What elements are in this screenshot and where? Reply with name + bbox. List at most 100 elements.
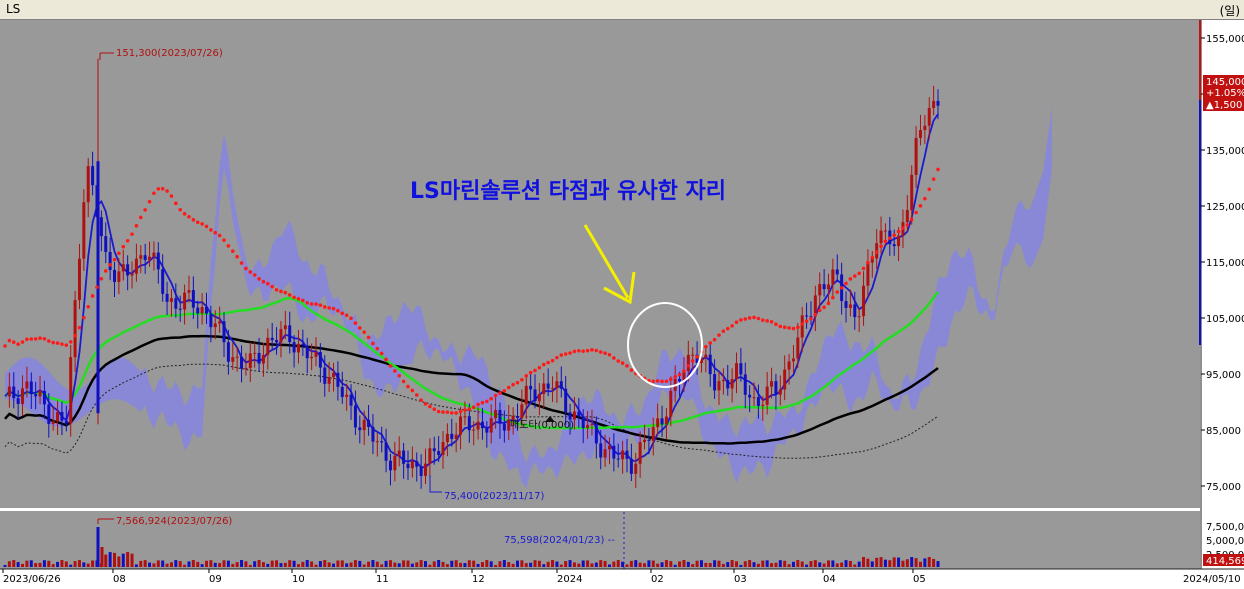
volume-bar [288,560,292,567]
volume-bar [927,557,931,567]
candle-body [533,389,537,402]
high-marker-label: 151,300(2023/07/26) [116,48,223,59]
price-chart[interactable]: 155,000145,000135,000125,000115,000105,0… [0,20,1244,589]
psar-dot [660,379,664,384]
current-volume-box [1203,554,1244,566]
volume-bar [796,560,800,567]
candle-body [669,390,673,417]
psar-dot [673,375,677,379]
candle-body [748,394,752,398]
time-tick-label: 2024 [557,574,582,585]
candle-body [314,351,318,357]
volume-bar [38,562,42,567]
volume-bar [822,563,826,567]
volume-bar [713,560,717,567]
psar-dot [82,315,86,320]
volume-bar [502,560,506,567]
candle-body [77,258,81,301]
psar-dot [42,336,47,341]
psar-dot [344,313,349,318]
candle-body [752,397,756,399]
psar-dot [879,244,883,248]
psar-dot [261,279,266,284]
volume-bar [774,562,778,567]
psar-dot [901,226,905,231]
psar-dot [274,287,279,292]
volume-bar [450,560,454,567]
volume-bar [765,560,769,567]
volume-bar [546,561,550,567]
price-tick-label: 115,000 [1206,258,1244,269]
volume-bar [559,564,563,567]
volume-bar [840,562,844,567]
volume-bar [831,560,835,567]
volume-bar [292,560,296,567]
high-marker-line [99,52,114,60]
volume-bar [914,558,918,567]
candle-body [25,381,29,389]
candle-body [143,255,147,261]
candle-body [664,416,668,425]
psar-dot [362,330,366,334]
candle-body [691,354,695,356]
candle-body [139,255,143,259]
psar-dot [371,341,375,346]
psar-dot [625,364,629,368]
ma-60-line [4,291,939,430]
time-tick-label: 08 [113,574,126,585]
volume-bar [51,564,55,567]
psar-dot [502,389,507,393]
candle-body [686,354,690,372]
volume-bar [862,557,866,567]
volume-bar [726,562,730,567]
volume-bar [848,560,852,567]
volume-bar [371,560,375,567]
psar-dot [143,208,147,212]
candle-body [695,354,699,363]
volume-bar [310,561,314,567]
candle-body [735,363,739,380]
candle-body [511,415,515,420]
volume-bar [380,564,384,567]
pointer-arrow-line [583,224,630,299]
candle-body [362,419,366,431]
candle-body [936,100,940,106]
candle-body [586,424,590,429]
candle-body [866,262,870,286]
candle-body [104,236,108,252]
candle-body [51,421,55,424]
volume-bar [888,560,892,567]
candle-body [459,416,463,435]
candle-body [406,463,410,469]
volume-bar [96,527,100,567]
time-tick-label: 2023/06/26 [3,574,61,585]
period-label[interactable]: (일) [1219,4,1240,18]
current-price-label: 145,000 [1206,77,1244,88]
volume-bar [275,560,279,567]
candle-body [183,292,187,310]
volume-bar [213,562,217,567]
volume-bar [542,564,546,567]
volume-bar [459,562,463,567]
volume-bar [748,560,752,567]
volume-bar [240,560,244,567]
candle-body [572,411,576,420]
candle-body [42,390,46,405]
psar-dot [309,302,314,306]
candle-body [502,423,506,431]
psar-dot [682,369,686,373]
psar-dot [669,377,673,382]
volume-bar [498,561,502,567]
candle-body [441,442,445,455]
signal-arrow-icon [545,416,555,422]
candle-body [327,377,331,384]
volume-bar [826,560,830,567]
volume-bar [660,562,664,567]
candle-body [257,352,261,364]
volume-bar [489,561,493,567]
candle-body [476,421,480,430]
volume-bar [143,560,147,567]
volume-bar [809,561,813,567]
psar-dot [511,382,515,387]
volume-bar [739,564,743,567]
